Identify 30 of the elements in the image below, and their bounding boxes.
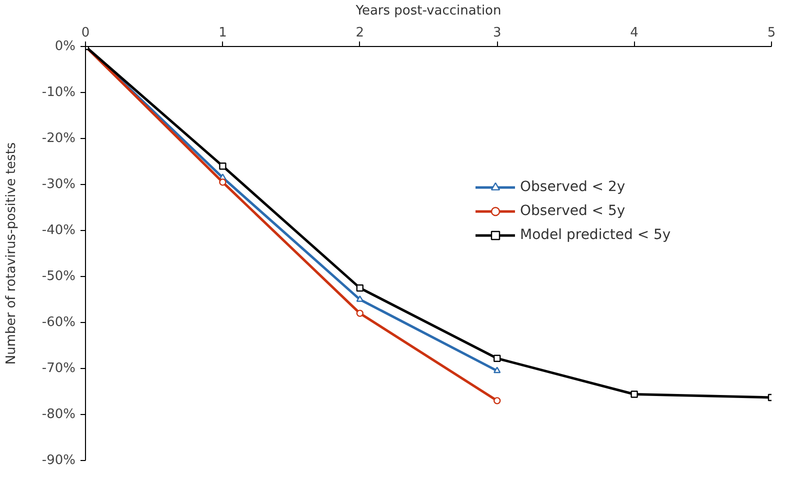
y-tick-label: -70% [42, 361, 76, 376]
x-tick-label: 0 [81, 26, 90, 40]
x-tick-label: 1 [218, 26, 227, 40]
y-tick-label: -90% [42, 453, 76, 468]
point [356, 284, 364, 292]
legend-label: Observed < 2y [520, 179, 626, 195]
point [356, 310, 364, 317]
point [494, 354, 501, 362]
x-tick-label: 2 [356, 26, 364, 40]
legend-label: Observed < 5y [520, 203, 626, 219]
y-tick-label: -50% [42, 269, 76, 284]
y-tick-label: -20% [42, 131, 76, 146]
y-tick-label: -60% [42, 315, 76, 330]
point [494, 397, 501, 404]
point [219, 178, 226, 186]
point [630, 390, 638, 398]
y-tick-label: -40% [42, 223, 76, 238]
x-tick-label: 3 [492, 26, 502, 40]
legend-label: Model predicted < 5y [520, 227, 671, 243]
x-tick-label: 5 [767, 26, 776, 40]
x-axis-title: Years post-vaccination [354, 4, 502, 18]
y-tick-label: -80% [42, 407, 76, 422]
x-tick-label: 4 [630, 26, 638, 40]
point [219, 162, 226, 170]
y-tick-label: 0% [54, 39, 76, 54]
y-axis-title: Number of rotavirus-positive tests [4, 142, 19, 365]
y-tick-label: -10% [42, 85, 76, 100]
y-tick-label: -30% [42, 177, 76, 192]
point [494, 366, 501, 374]
point [356, 295, 364, 302]
